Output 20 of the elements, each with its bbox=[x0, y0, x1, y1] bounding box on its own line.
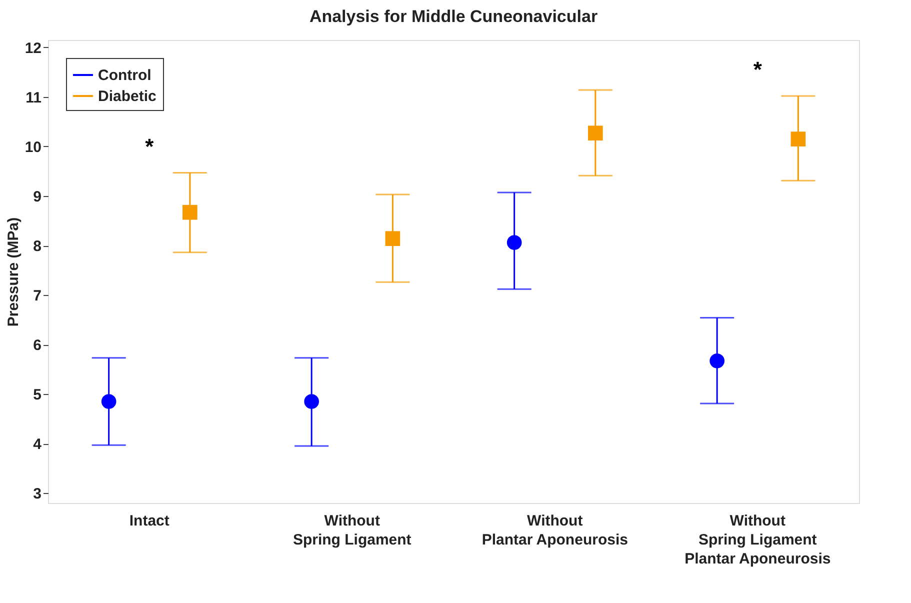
x-tick-label: Without Spring Ligament Plantar Aponeurosis bbox=[684, 512, 831, 568]
y-tick-label: 5 bbox=[33, 386, 42, 404]
x-tick-label: Without Spring Ligament bbox=[292, 512, 412, 548]
y-tick-label: 12 bbox=[24, 40, 42, 57]
legend-label: Diabetic bbox=[98, 88, 156, 105]
y-axis-title: Pressure (MPa) bbox=[4, 217, 22, 327]
chart-title: Analysis for Middle Cuneonavicular bbox=[309, 7, 598, 26]
x-tick-label: Without Plantar Aponeurosis bbox=[482, 512, 628, 548]
y-tick-label: 10 bbox=[24, 138, 42, 156]
legend-label: Control bbox=[98, 67, 152, 84]
y-tick-label: 7 bbox=[33, 288, 42, 305]
x-tick-label: Intact bbox=[129, 512, 170, 530]
annotation: * bbox=[753, 57, 762, 82]
annotation: * bbox=[145, 134, 154, 159]
y-tick-label: 8 bbox=[33, 238, 42, 256]
y-tick-label: 3 bbox=[33, 486, 42, 503]
y-tick-label: 4 bbox=[33, 436, 42, 454]
y-tick-label: 11 bbox=[26, 89, 42, 106]
y-tick-label: 6 bbox=[33, 337, 42, 354]
y-tick-label: 9 bbox=[33, 188, 42, 206]
